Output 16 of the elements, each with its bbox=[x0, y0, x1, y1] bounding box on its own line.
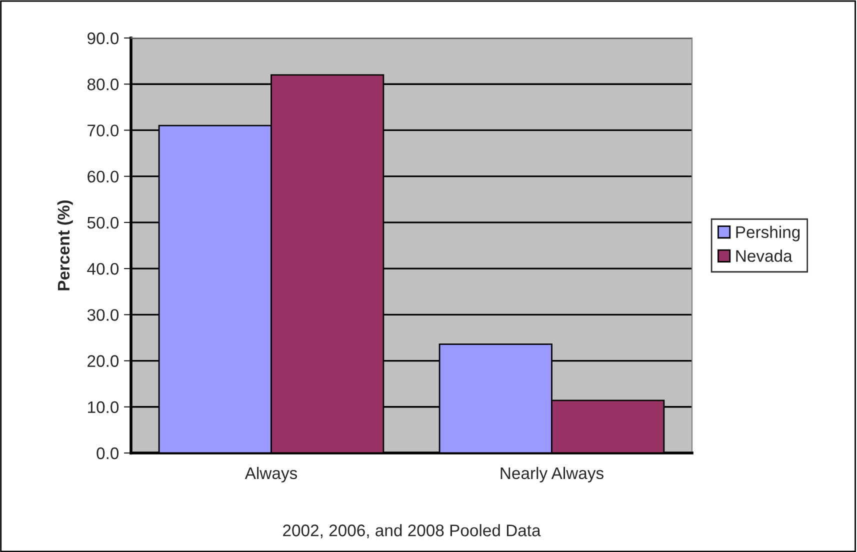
legend-label: Nevada bbox=[736, 250, 792, 262]
y-tick-label: 70.0 bbox=[88, 124, 119, 136]
y-tick-label: 10.0 bbox=[88, 401, 119, 414]
x-tick-label: Always bbox=[244, 466, 298, 482]
y-tick-label: 0.0 bbox=[96, 447, 119, 460]
y-tick-label: 90.0 bbox=[88, 32, 119, 44]
y-axis-title: Percent (%) bbox=[57, 200, 73, 290]
y-tick-label: 30.0 bbox=[87, 309, 119, 321]
y-tick-label: 40.0 bbox=[87, 262, 119, 275]
y-tick-label: 20.0 bbox=[88, 355, 119, 367]
x-axis-title: 2002, 2006, and 2008 Pooled Data bbox=[283, 524, 541, 538]
y-tick-label: 50.0 bbox=[87, 216, 119, 229]
y-tick-label: 80.0 bbox=[87, 78, 119, 90]
x-tick-label: Nearly Always bbox=[500, 466, 604, 482]
y-tick-label: 60.0 bbox=[88, 170, 119, 183]
legend-label: Pershing bbox=[736, 226, 800, 242]
